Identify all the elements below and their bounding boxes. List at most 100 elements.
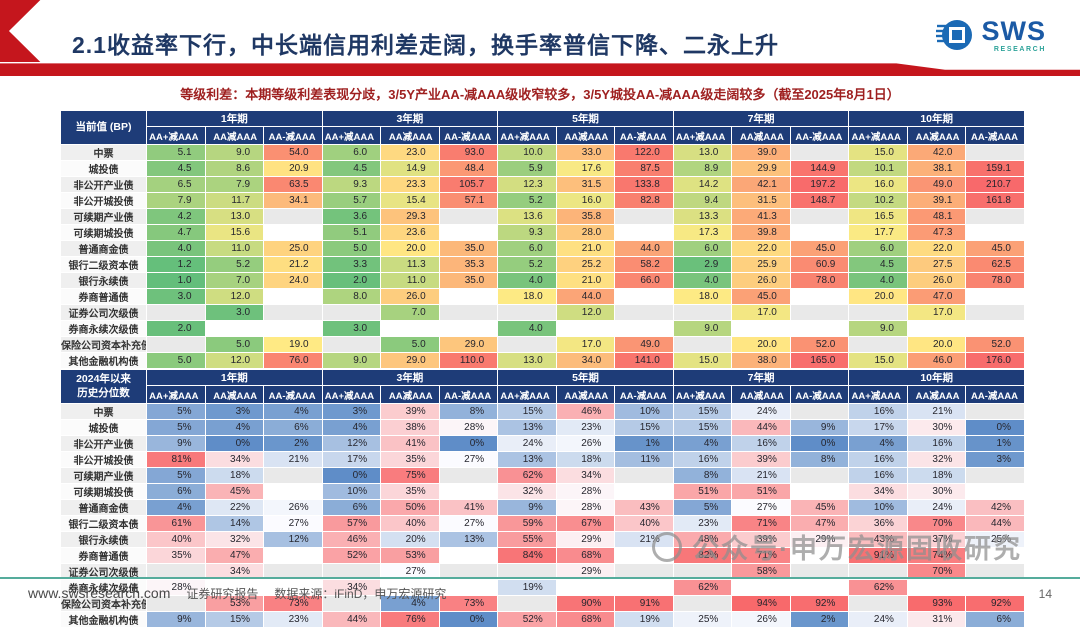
value-cell: 31% <box>906 611 967 628</box>
logo-text-block: SWS RESEARCH <box>981 15 1046 53</box>
value-cell: 13.0 <box>672 144 733 161</box>
value-cell: 4% <box>204 419 265 436</box>
value-cell: 110.0 <box>438 352 499 369</box>
value-cell: 23% <box>263 611 323 628</box>
rating-header: AA-减AAA <box>263 385 323 404</box>
value-cell <box>614 547 674 564</box>
value-cell: 76% <box>380 611 440 628</box>
row-label: 证券公司次级债 <box>60 304 147 321</box>
value-cell: 23.0 <box>380 144 440 161</box>
value-cell: 15% <box>672 403 733 420</box>
value-cell: 29.0 <box>380 352 440 369</box>
value-cell: 4.0 <box>146 240 206 257</box>
value-cell: 12.0 <box>204 288 265 305</box>
value-cell <box>321 563 382 580</box>
value-cell: 9% <box>789 419 850 436</box>
value-cell: 17.6 <box>555 160 616 177</box>
value-cell: 1% <box>614 435 674 452</box>
value-cell: 24% <box>731 403 791 420</box>
value-cell: 71% <box>731 547 791 564</box>
value-cell: 40% <box>146 531 206 548</box>
value-cell: 44% <box>321 611 382 628</box>
value-cell <box>614 288 674 305</box>
value-cell: 17.3 <box>672 224 733 241</box>
value-cell <box>321 304 382 321</box>
value-cell: 5.0 <box>146 352 206 369</box>
value-cell: 45.0 <box>965 240 1025 257</box>
value-cell: 5.9 <box>497 160 557 177</box>
rating-header: AA+减AAA <box>848 385 908 404</box>
value-cell: 18% <box>906 467 967 484</box>
value-cell: 39.8 <box>731 224 791 241</box>
value-cell: 15% <box>204 611 265 628</box>
value-cell: 6% <box>263 419 323 436</box>
value-cell: 47.3 <box>906 224 967 241</box>
table-row: 城投债 4.5 8.6 20.9 4.5 14.9 48.4 5.9 17.6 87.5 8.9 29… <box>60 160 1025 177</box>
tenor-header: 1年期 <box>146 110 323 127</box>
value-cell: 9% <box>497 499 557 516</box>
value-cell: 141.0 <box>614 352 674 369</box>
table-row: 其他金融机构债 9% 15% 23% 44% 76% 0% 52% 68% 19% 25% 26% 2%… <box>60 611 1025 628</box>
value-cell: 39.0 <box>731 144 791 161</box>
row-label: 可续期产业债 <box>60 208 147 225</box>
value-cell: 2% <box>263 435 323 452</box>
value-cell: 74% <box>906 547 967 564</box>
value-cell <box>848 563 908 580</box>
value-cell: 35.3 <box>438 256 499 273</box>
footer-website-link[interactable]: www.swsresearch.com <box>28 585 171 601</box>
value-cell: 61% <box>146 515 206 532</box>
value-cell: 3.3 <box>321 256 382 273</box>
value-cell <box>263 320 323 337</box>
value-cell: 27% <box>380 563 440 580</box>
logo-text: SWS <box>981 15 1046 46</box>
value-cell: 23.6 <box>380 224 440 241</box>
value-cell: 31.5 <box>731 192 791 209</box>
value-cell: 20.0 <box>906 336 967 353</box>
value-cell: 9.0 <box>321 352 382 369</box>
table-row: 非公开产业债 9% 0% 2% 12% 41% 0% 24% 26% 1% 4% 16% 0% 4% 16%… <box>60 435 1025 452</box>
value-cell: 38.0 <box>731 352 791 369</box>
row-label: 可续期城投债 <box>60 224 147 241</box>
red-band-decoration <box>0 63 1080 76</box>
value-cell <box>965 320 1025 337</box>
value-cell: 17.0 <box>906 304 967 321</box>
value-cell <box>848 336 908 353</box>
value-cell: 21% <box>906 403 967 420</box>
value-cell: 70% <box>906 515 967 532</box>
value-cell: 38% <box>380 419 440 436</box>
table-row: 券商永续次级债 2.0 3.0 4.0 9.0 9.0 <box>60 320 1025 337</box>
value-cell: 24% <box>906 499 967 516</box>
value-cell: 42.0 <box>906 144 967 161</box>
value-cell <box>438 208 499 225</box>
value-cell <box>672 304 733 321</box>
value-cell <box>789 563 850 580</box>
value-cell: 28% <box>438 419 499 436</box>
value-cell: 30% <box>906 483 967 500</box>
value-cell: 8.6 <box>204 160 265 177</box>
row-label: 保险公司资本补充债 <box>60 336 147 353</box>
value-cell: 43% <box>848 531 908 548</box>
value-cell: 16.0 <box>848 176 908 193</box>
value-cell <box>848 304 908 321</box>
row-label: 券商普通债 <box>60 288 147 305</box>
value-cell: 9.3 <box>497 224 557 241</box>
value-cell <box>614 579 674 596</box>
value-cell: 6% <box>965 611 1025 628</box>
value-cell: 0% <box>438 611 499 628</box>
value-cell: 48.1 <box>906 208 967 225</box>
value-cell: 161.8 <box>965 192 1025 209</box>
value-cell: 35% <box>380 483 440 500</box>
value-cell: 42% <box>965 499 1025 516</box>
value-cell: 7.0 <box>380 304 440 321</box>
rating-header: AA减AAA <box>380 126 440 145</box>
value-cell <box>965 403 1025 420</box>
value-cell <box>263 579 323 596</box>
value-cell: 105.7 <box>438 176 499 193</box>
value-cell <box>438 547 499 564</box>
value-cell: 5% <box>672 499 733 516</box>
value-cell: 16% <box>672 451 733 468</box>
table-row: 其他金融机构债 5.0 12.0 76.0 9.0 29.0 110.0 13.0 34.0 14… <box>60 352 1025 369</box>
value-cell: 122.0 <box>614 144 674 161</box>
row-label: 城投债 <box>60 160 147 177</box>
value-cell: 26.0 <box>380 288 440 305</box>
